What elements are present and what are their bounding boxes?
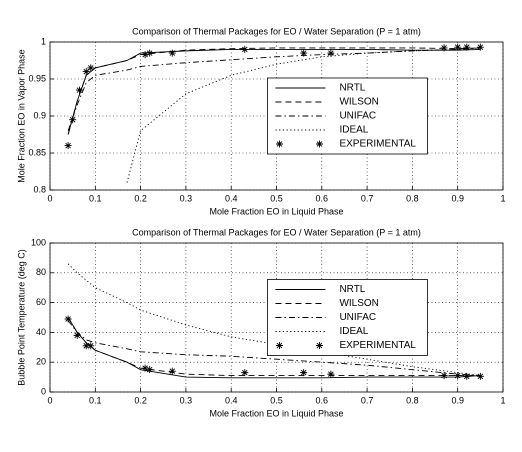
legend-label: IDEAL: [339, 125, 368, 136]
y-tick-label: 0.9: [33, 110, 46, 120]
legend-label: NRTL: [339, 83, 365, 94]
data-point: [440, 372, 448, 380]
x-axis-label: Mole Fraction EO in Liquid Phase: [209, 408, 343, 418]
axes: Comparison of Thermal Packages for EO / …: [16, 227, 505, 418]
data-point: [241, 45, 249, 53]
data-point: [69, 116, 77, 124]
y-axis-label: Mole Fraction EO in Vapor Phase: [16, 49, 26, 182]
data-point: [440, 44, 448, 52]
data-point: [64, 142, 72, 150]
data-point: [241, 369, 249, 377]
x-tick-label: 0: [47, 395, 52, 405]
data-point: [82, 342, 90, 350]
legend-label: UNIFAC: [339, 111, 376, 122]
data-point: [146, 49, 154, 57]
x-tick-label: 0.7: [361, 193, 374, 203]
legend-marker: [315, 140, 323, 148]
legend-label: IDEAL: [339, 326, 368, 337]
x-tick-label: 0.2: [134, 395, 147, 405]
data-point: [73, 331, 81, 339]
chart-title: Comparison of Thermal Packages for EO / …: [132, 227, 421, 237]
axes-frame: [49, 41, 504, 191]
axes-frame: [49, 242, 504, 393]
legend-marker: [315, 342, 323, 349]
data-point: [327, 49, 335, 57]
legend-label: NRTL: [339, 284, 365, 295]
y-tick-label: 0: [41, 386, 46, 396]
x-tick-label: 0.1: [89, 193, 102, 203]
legend-label: EXPERIMENTAL: [339, 139, 416, 150]
data-point: [327, 370, 335, 378]
data-point: [300, 369, 308, 377]
x-tick-label: 0.6: [316, 395, 329, 405]
data-point: [463, 372, 471, 380]
y-axis-label: Bubble Point Temperature (deg C): [16, 249, 26, 385]
x-tick-label: 0.9: [451, 193, 464, 203]
legend-marker: [275, 342, 283, 349]
axes: Comparison of Thermal Packages for EO / …: [16, 26, 505, 216]
series-line: [67, 263, 481, 377]
legend-label: EXPERIMENTAL: [339, 340, 416, 351]
series-line: [67, 47, 481, 135]
y-tick-label: 0.8: [33, 184, 46, 194]
legend-label: WILSON: [339, 97, 378, 108]
legend-label: UNIFAC: [339, 312, 376, 323]
data-point: [87, 64, 95, 72]
x-tick-label: 0.6: [316, 193, 329, 203]
x-tick-label: 0.4: [225, 193, 238, 203]
data-point: [141, 51, 149, 59]
x-tick-label: 1: [500, 395, 505, 405]
x-tick-label: 0.1: [89, 395, 102, 405]
y-tick-label: 40: [36, 327, 46, 337]
x-tick-label: 1: [500, 193, 505, 203]
data-point: [64, 315, 72, 323]
data-point: [463, 43, 471, 51]
x-tick-label: 0.7: [361, 395, 374, 405]
y-tick-label: 20: [36, 357, 46, 367]
chart-title: Comparison of Thermal Packages for EO / …: [132, 26, 421, 36]
x-tick-label: 0.4: [225, 395, 238, 405]
x-tick-label: 0.5: [270, 193, 283, 203]
data-point: [168, 367, 176, 375]
legend: NRTL WILSON UNIFAC IDEAL EXPERIMENTAL: [267, 77, 428, 155]
data-point: [454, 372, 462, 380]
y-tick-label: 80: [36, 267, 46, 277]
data-point: [146, 366, 154, 374]
data-point: [168, 49, 176, 57]
y-tick-label: 1: [41, 36, 46, 46]
data-point: [141, 364, 149, 372]
legend-label: WILSON: [339, 298, 378, 309]
x-tick-label: 0.3: [180, 193, 193, 203]
data-point: [454, 43, 462, 51]
data-point: [300, 49, 308, 57]
series-line: [126, 47, 481, 183]
data-point: [82, 68, 90, 76]
data-point: [87, 342, 95, 350]
x-tick-label: 0.8: [406, 395, 419, 405]
data-point: [476, 372, 484, 380]
y-tick-label: 0.95: [28, 73, 46, 83]
x-tick-label: 0.9: [451, 395, 464, 405]
x-tick-label: 0.5: [270, 395, 283, 405]
x-tick-label: 0.8: [406, 193, 419, 203]
x-tick-label: 0: [47, 193, 52, 203]
x-tick-label: 0.3: [180, 395, 193, 405]
legend: NRTL WILSON UNIFAC IDEAL EXPERIMENTAL: [267, 279, 428, 356]
x-axis-label: Mole Fraction EO in Liquid Phase: [209, 206, 343, 216]
y-tick-label: 100: [31, 237, 46, 247]
y-tick-label: 0.85: [28, 147, 46, 157]
data-point: [75, 86, 83, 94]
x-tick-label: 0.2: [134, 193, 147, 203]
data-point: [476, 43, 484, 51]
series-line: [67, 320, 481, 377]
legend-marker: [275, 140, 283, 148]
y-tick-label: 60: [36, 297, 46, 307]
